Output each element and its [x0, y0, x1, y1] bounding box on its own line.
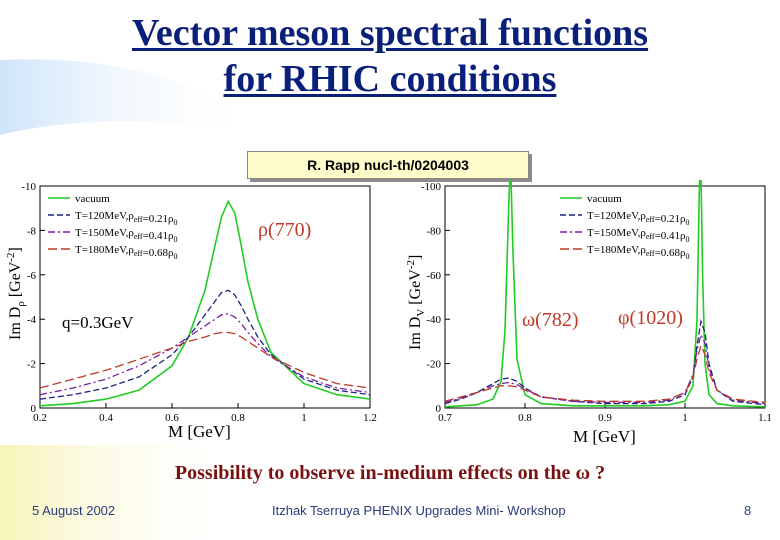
y-tick-label: -10	[21, 181, 36, 193]
x-axis-label: M [GeV]	[168, 422, 231, 441]
y-ticks: 0 -2 -4 -6 -8 -10	[21, 181, 45, 415]
annotation-q-momentum: q=0.3GeV	[62, 313, 134, 332]
legend: vacuum T=120MeV,ρeff=0.21ρ0T=150MeV,ρeff=…	[560, 193, 690, 261]
y-axis-label-unit: [GeV	[407, 269, 424, 305]
citation-box: R. Rapp nucl-th/0204003	[247, 151, 529, 179]
x-tick-label: 1	[682, 412, 688, 424]
legend-label: T=180MeV,ρeff=0.68ρ0	[587, 244, 690, 261]
y-tick-label: -40	[426, 314, 441, 326]
decorative-swoosh-top	[0, 59, 260, 136]
annotation-phi-1020: φ(1020)	[618, 307, 683, 329]
x-tick-label: 0.4	[99, 412, 113, 424]
y-tick-label: -60	[426, 270, 441, 282]
caption-question-mark: ?	[595, 462, 606, 484]
legend-label: T=120MeV,ρeff=0.21ρ0	[587, 210, 690, 227]
decorative-glow-bottom	[0, 445, 250, 540]
series-line-t180	[39, 331, 371, 389]
caption-omega-symbol: ω	[575, 462, 591, 484]
y-tick-label: -20	[426, 359, 441, 371]
annotation-omega-782: ω(782)	[522, 309, 578, 331]
legend: vacuum T=120MeV,ρeff=0.21ρ0T=150MeV,ρeff=…	[48, 193, 178, 261]
footer-author: Itzhak Tserruya PHENIX Upgrades Mini- Wo…	[272, 503, 566, 518]
y-tick-label: -4	[27, 314, 37, 326]
series-line-t150	[444, 332, 766, 405]
series-lines	[39, 199, 371, 407]
x-tick-label: 0.7	[438, 412, 452, 424]
x-tick-label: 1	[301, 412, 307, 424]
y-tick-label: 0	[31, 403, 37, 415]
y-axis-label-sub: ρ	[15, 301, 27, 307]
series-line-t180	[444, 343, 766, 404]
y-axis-label-sup: -2	[5, 252, 17, 261]
slide-title-line-2: for RHIC conditions	[223, 58, 557, 100]
slide-caption: Possibility to observe in-medium effects…	[0, 462, 780, 485]
legend-label: T=180MeV,ρeff=0.68ρ0	[75, 244, 178, 261]
y-tick-label: -80	[426, 225, 441, 237]
y-axis-label-sub: V	[415, 309, 427, 317]
annotation-rho-770: ρ(770)	[258, 219, 311, 241]
footer-page-number: 8	[744, 503, 752, 518]
rho-spectral-plot: 0.2 0.4 0.6 0.8 1 1.2 0 -2 -4 -6 -8 -10 vacuum T=12…	[0, 180, 390, 450]
omega-phi-plot-svg: 0.7 0.8 0.9 1 1.1 0 -20 -40 -60 -80 -100 vacuum T=…	[405, 163, 772, 446]
x-axis-label: M [GeV]	[573, 427, 636, 445]
x-tick-label: 0.6	[165, 412, 179, 424]
y-tick-label: -100	[421, 181, 442, 193]
y-tick-label: -2	[27, 359, 36, 371]
y-ticks: 0 -20 -40 -60 -80 -100	[421, 181, 450, 415]
legend-label: T=150MeV,ρeff=0.41ρ0	[75, 227, 178, 244]
x-tick-label: 1.1	[758, 412, 772, 424]
legend-label: T=150MeV,ρeff=0.41ρ0	[587, 227, 690, 244]
x-tick-label: 0.8	[231, 412, 245, 424]
series-line-t150	[39, 313, 371, 396]
x-tick-label: 0.2	[33, 412, 47, 424]
y-tick-label: -8	[27, 225, 37, 237]
x-tick-label: 0.9	[598, 412, 612, 424]
x-ticks: 0.7 0.8 0.9 1 1.1	[438, 403, 772, 424]
rho-plot-svg: 0.2 0.4 0.6 0.8 1 1.2 0 -2 -4 -6 -8 -10 vacuum T=12…	[5, 181, 377, 441]
series-line-vacuum	[444, 163, 766, 408]
plot-frame	[39, 185, 371, 409]
y-axis-label: Im DV [GeV-2]	[405, 255, 427, 350]
x-tick-label: 1.2	[363, 412, 377, 424]
y-tick-label: 0	[436, 403, 442, 415]
slide-title: Vector meson spectral functions for RHIC…	[40, 10, 740, 102]
y-axis-label-main: Im D	[7, 307, 24, 340]
x-ticks: 0.2 0.4 0.6 0.8 1 1.2	[33, 403, 377, 424]
y-axis-label-close: ]	[7, 247, 24, 252]
series-line-t120	[39, 289, 371, 400]
y-axis-label: Im Dρ [GeV-2]	[5, 247, 27, 340]
y-tick-label: -6	[27, 270, 37, 282]
x-tick-label: 0.8	[518, 412, 532, 424]
slide-title-line-1: Vector meson spectral functions	[131, 12, 649, 54]
footer-date: 5 August 2002	[32, 503, 116, 518]
y-axis-label-sup: -2	[405, 260, 417, 269]
y-axis-label-close: ]	[407, 255, 424, 260]
legend-label: vacuum	[587, 193, 622, 205]
omega-phi-spectral-plot: 0.7 0.8 0.9 1 1.1 0 -20 -40 -60 -80 -100 vacuum T=…	[390, 163, 780, 450]
caption-text: Possibility to observe in-medium effects…	[174, 462, 571, 484]
y-axis-label-unit: [GeV	[7, 261, 24, 297]
series-line-t120	[444, 318, 766, 406]
series-lines	[444, 163, 766, 408]
series-line-vacuum	[39, 199, 371, 407]
y-axis-label-main: Im D	[407, 317, 424, 350]
legend-label: T=120MeV,ρeff=0.21ρ0	[75, 210, 178, 227]
legend-label: vacuum	[75, 193, 110, 205]
